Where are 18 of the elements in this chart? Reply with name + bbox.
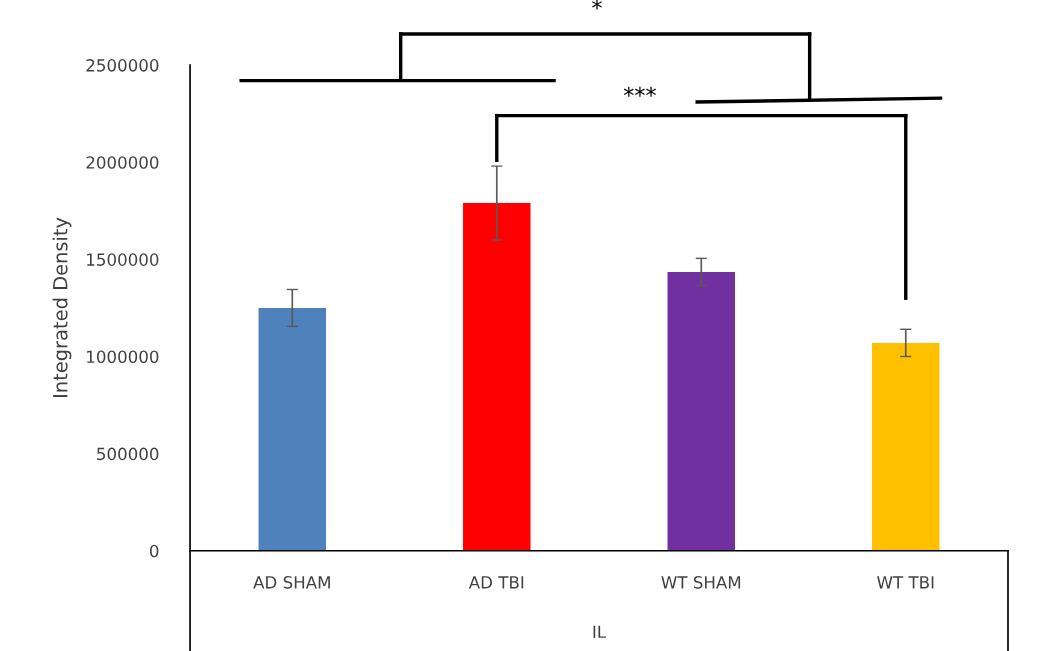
y-tick-label: 0 bbox=[149, 544, 159, 558]
bar bbox=[667, 271, 736, 551]
y-axis-title: Integrated Density bbox=[52, 217, 72, 397]
y-tick-label: 2000000 bbox=[86, 156, 159, 169]
text: * bbox=[592, 0, 602, 10]
annotation: *** bbox=[623, 86, 656, 97]
y-tick-label: 1500000 bbox=[87, 253, 159, 266]
x-tick-label: AD TBI bbox=[468, 576, 524, 589]
x-axis-title: IL bbox=[593, 625, 607, 638]
y-tick-label: 2500000 bbox=[86, 59, 159, 72]
bar bbox=[872, 342, 940, 551]
bar bbox=[463, 203, 531, 551]
x-tick-label: AD SHAM bbox=[253, 576, 330, 589]
x-tick-label: WT SHAM bbox=[661, 576, 741, 589]
x-tick-label: WT TBI bbox=[877, 576, 934, 589]
bar bbox=[258, 307, 327, 551]
y-tick-label: 500000 bbox=[97, 447, 159, 461]
y-tick-label: 1000000 bbox=[87, 350, 159, 364]
